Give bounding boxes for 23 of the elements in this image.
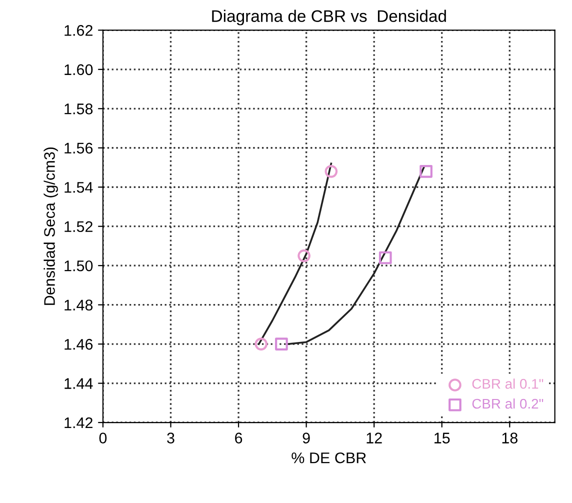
y-tick-label: 1.44 (64, 378, 93, 389)
legend-label: CBR al 0.1" (472, 378, 544, 389)
y-tick-label: 1.60 (64, 64, 93, 76)
x-tick-label: 12 (366, 432, 382, 444)
x-tick-label: 9 (302, 432, 310, 444)
chart-title: Diagrama de CBR vs Densidad (212, 10, 446, 26)
y-tick-label: 1.48 (64, 300, 93, 311)
x-tick-label: 18 (502, 432, 518, 444)
y-tick-label: 1.62 (64, 25, 92, 36)
y-axis-title: Densidad Seca (g/cm3) (44, 147, 58, 305)
y-tick-label: 1.58 (64, 104, 93, 114)
x-tick-label: 0 (99, 432, 107, 444)
y-tick-label: 1.46 (64, 338, 93, 350)
legend-label: CBR al 0.2" (472, 398, 544, 409)
y-tick-label: 1.56 (64, 142, 93, 154)
y-tick-label: 1.42 (64, 417, 92, 428)
x-tick-label: 6 (235, 432, 242, 444)
y-tick-label: 1.50 (64, 260, 93, 272)
x-axis-title: % DE CBR (292, 452, 366, 464)
x-tick-label: 3 (167, 432, 174, 444)
y-tick-label: 1.54 (64, 182, 93, 193)
x-tick-label: 15 (434, 432, 450, 444)
y-tick-label: 1.52 (64, 221, 92, 232)
